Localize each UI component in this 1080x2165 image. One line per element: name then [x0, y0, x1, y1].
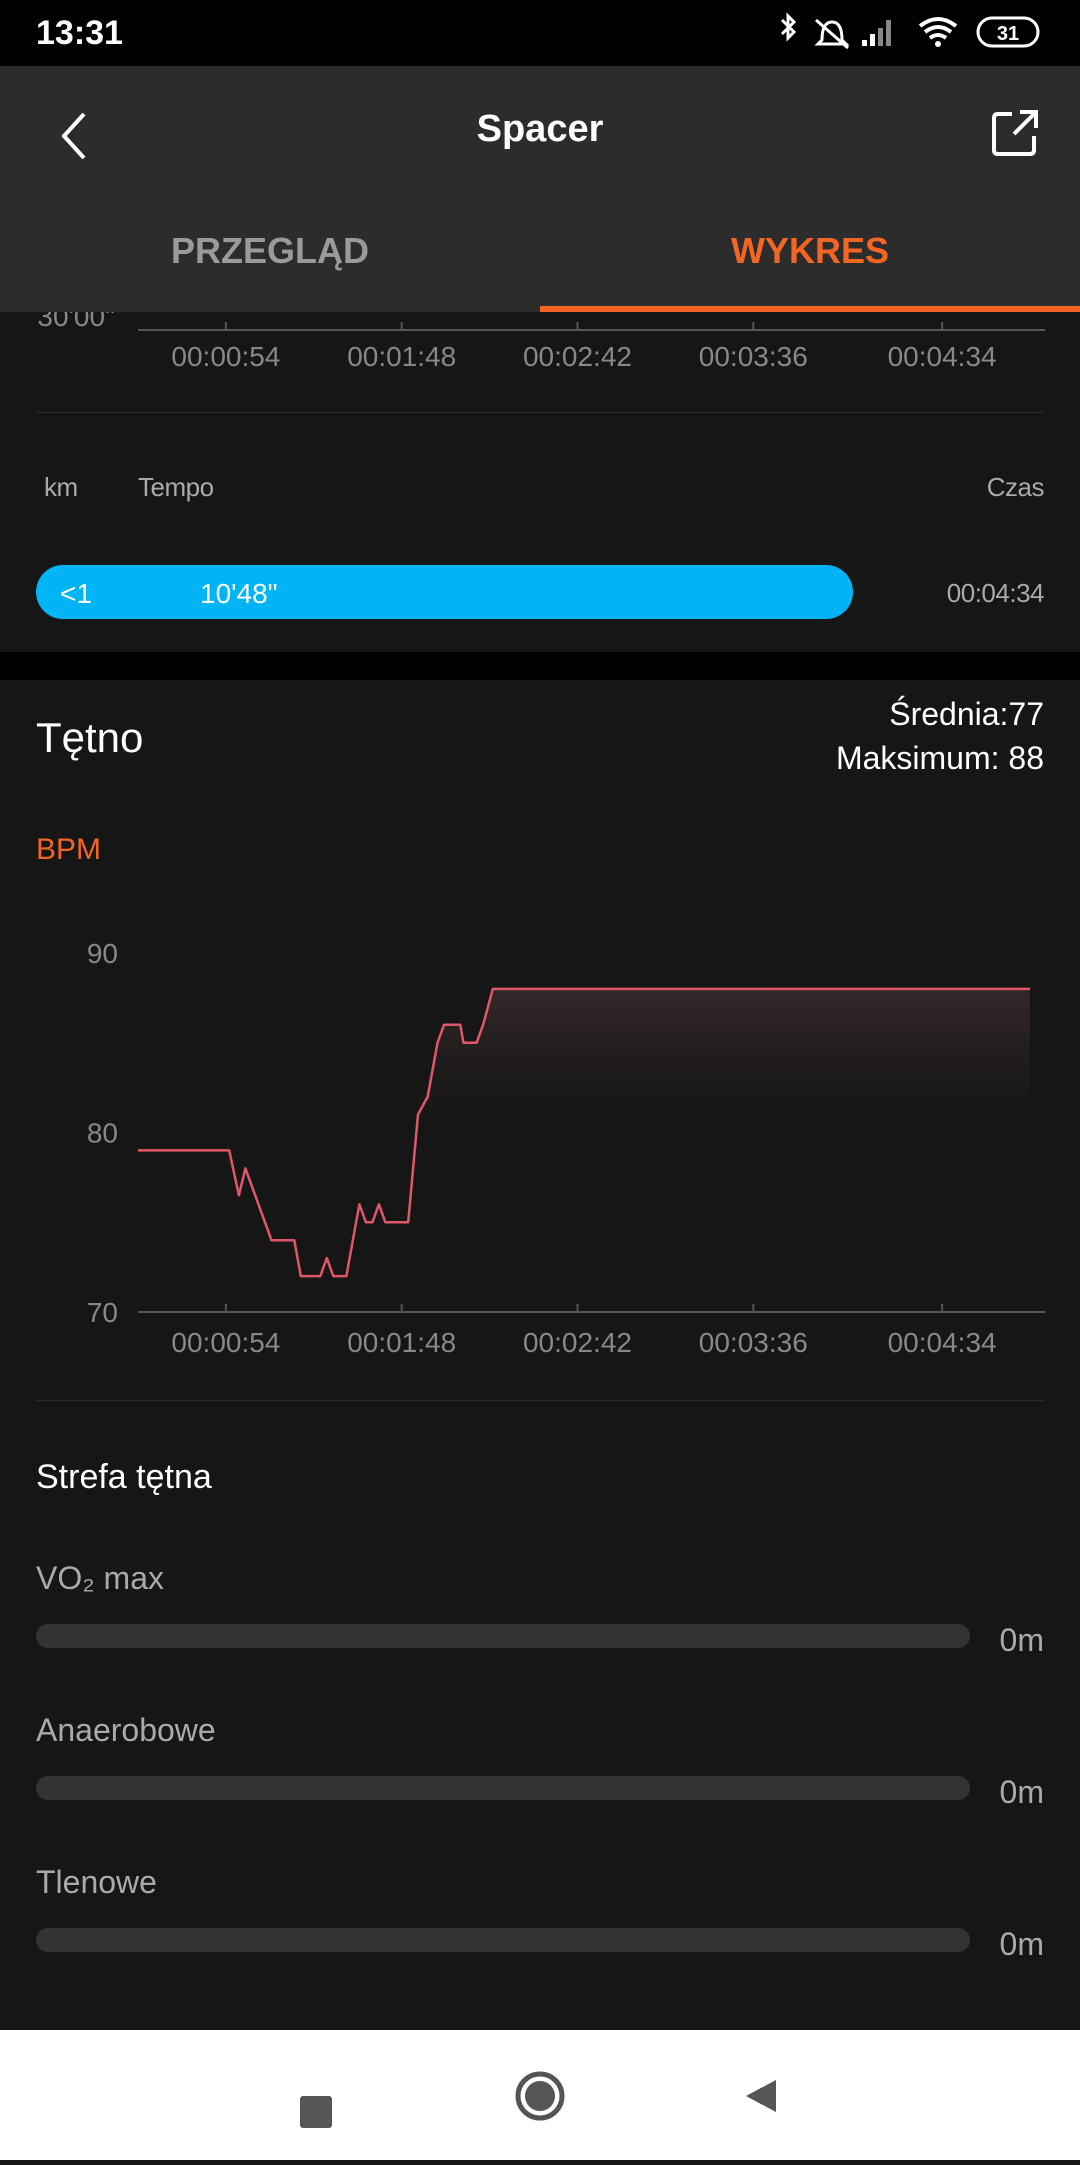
battery-level: 31 — [997, 23, 1019, 45]
x-tick-label: 00:03:36 — [699, 1327, 808, 1358]
maximum: Maksimum: 88 — [835, 740, 1044, 776]
share-button[interactable] — [990, 106, 1046, 162]
tab-active[interactable]: WYKRES — [730, 230, 889, 271]
recents-button[interactable] — [300, 2096, 332, 2128]
column-header: km — [44, 472, 78, 502]
zone-bar — [36, 1776, 970, 1800]
x-tick-label: 00:02:42 — [523, 1327, 632, 1358]
y-tick-label: 80 — [87, 1118, 118, 1149]
x-tick-label: 00:01:48 — [347, 341, 456, 372]
column-header: Czas — [986, 472, 1045, 502]
navigation-bar — [0, 2030, 1080, 2160]
app-header: Spacer PRZEGLĄD WYKRES — [0, 66, 1080, 312]
x-tick-label: 00:00:54 — [171, 1327, 280, 1358]
divider — [36, 412, 1045, 413]
divider — [36, 1400, 1045, 1401]
split-pace: 10'48" — [200, 578, 278, 609]
split-bar — [36, 565, 853, 619]
split-km: <1 — [60, 578, 92, 609]
tab[interactable]: PRZEGLĄD — [171, 230, 369, 271]
status-icons: 31 — [780, 12, 1040, 50]
unit-label: BPM — [36, 833, 102, 866]
average: Średnia:77 — [889, 696, 1044, 732]
x-tick-label: 00:01:48 — [347, 1327, 456, 1358]
x-tick-label: 00:02:42 — [523, 341, 632, 372]
back-button[interactable] — [50, 106, 100, 166]
section-gap — [0, 652, 1080, 680]
zone-time: 0m — [999, 1926, 1044, 1962]
zone-time: 0m — [999, 1622, 1044, 1658]
zone-bar — [36, 1928, 970, 1952]
tab-indicator — [540, 306, 1080, 312]
heart-rate-line — [138, 987, 1030, 1278]
pace-chart: 30'00"00:00:54 00:01:48 00:02:42 00:03:36 00… — [37, 301, 1045, 372]
zone-label: Anaerobowe — [36, 1712, 216, 1748]
status-bar: 13:31 31 — [0, 0, 1080, 66]
x-tick-label: 00:00:54 — [171, 341, 280, 372]
y-tick-label: 90 — [87, 938, 118, 969]
x-tick-label: 00:04:34 — [888, 1327, 997, 1358]
home-button-dot — [525, 2081, 555, 2111]
x-tick-label: 00:04:34 — [888, 341, 997, 372]
back-nav-button[interactable] — [746, 2080, 776, 2112]
column-header: Tempo — [138, 472, 214, 502]
zone-bar — [36, 1624, 970, 1648]
clock: 13:31 — [36, 14, 123, 52]
zone-time: 0m — [999, 1774, 1044, 1810]
heart-rate-chart: 70 80 90 00:00:54 00:01:48 00:02:42 00:03:36 00… — [87, 938, 1045, 1358]
section-title: Tętno — [36, 714, 144, 761]
nav-buttons — [300, 2071, 776, 2128]
zone-label: VO₂ max — [36, 1560, 164, 1596]
zones-title: Strefa tętna — [36, 1458, 212, 1496]
page-title: Spacer — [476, 108, 604, 150]
split-time: 00:04:34 — [946, 578, 1045, 608]
y-tick-label: 70 — [87, 1297, 118, 1328]
area-fill — [138, 988, 1030, 1312]
zone-label: Tlenowe — [36, 1864, 157, 1900]
x-tick-label: 00:03:36 — [699, 341, 808, 372]
home-button[interactable] — [515, 2071, 565, 2121]
